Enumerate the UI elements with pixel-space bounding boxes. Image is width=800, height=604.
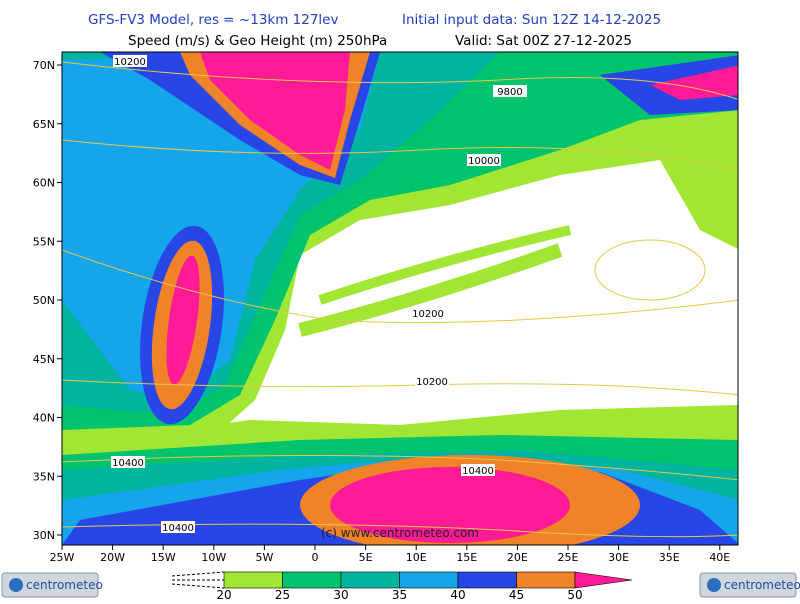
map-frame: [61, 51, 739, 546]
logo-text: centrometeo: [26, 578, 103, 592]
lat-label: 70N: [33, 59, 55, 72]
contour-label: 10200: [412, 309, 444, 320]
colorbar-label: 40: [450, 588, 465, 600]
colorbar-label: 35: [392, 588, 407, 600]
lat-label: 60N: [33, 177, 55, 190]
colorbar-segment: [399, 571, 459, 589]
lon-label: 20E: [507, 551, 528, 564]
lon-label: 10W: [201, 551, 226, 564]
colorbar-label: 30: [333, 588, 348, 600]
contour-label: 10200: [114, 57, 146, 68]
lon-label: 0: [312, 551, 319, 564]
lat-label: 40N: [33, 412, 55, 425]
contour-label-bg: [415, 375, 449, 387]
colorbar-label: 50: [567, 588, 582, 600]
lon-label: 25E: [558, 551, 579, 564]
wind-field: [62, 52, 738, 545]
colorbar-segment: [457, 571, 517, 589]
lat-label: 45N: [33, 353, 55, 366]
lon-label: 40E: [709, 551, 730, 564]
valid-info: Valid: Sat 00Z 27-12-2025: [455, 33, 632, 49]
contour-label-bg: [411, 307, 445, 319]
contour-label-bg: [493, 85, 527, 97]
contour-label-bg: [111, 456, 145, 468]
colorbar-segment: [340, 571, 400, 589]
contour-labels: 10200 9800 10000 10200 10200 10400 10400 10400: [111, 55, 527, 534]
axes: 25W 20W 15W 10W 5W 0 5E 10E 15E 20E 25E 30E 35E 40E 30…: [33, 59, 731, 564]
colorbar-segment: [516, 571, 576, 589]
lon-label: 10E: [406, 551, 427, 564]
contour-label: 10000: [468, 156, 500, 167]
lon-label: 30E: [608, 551, 629, 564]
contour-label: 10200: [416, 377, 448, 388]
colorbar-label: 25: [275, 588, 290, 600]
colorbar-segment: [282, 571, 342, 589]
lat-label: 65N: [33, 118, 55, 131]
contour-label: 10400: [462, 466, 494, 477]
contour-label: 10400: [162, 523, 194, 534]
lon-label: 15W: [151, 551, 176, 564]
lat-label: 50N: [33, 294, 55, 307]
lon-label: 25W: [50, 551, 75, 564]
field-info: Speed (m/s) & Geo Height (m) 250hPa: [128, 33, 387, 49]
lon-label: 20W: [100, 551, 125, 564]
contour-label: 10400: [112, 458, 144, 469]
colorbar: 20 25 30 35 40 45 50: [171, 571, 633, 602]
model-info: GFS-FV3 Model, res = ~13km 127lev: [88, 12, 338, 28]
colorbar-segment: [223, 571, 283, 589]
logo-text: centrometeo: [724, 578, 800, 592]
lon-label: 5W: [255, 551, 273, 564]
contour-label: 9800: [497, 87, 522, 98]
contour-label-bg: [161, 521, 195, 533]
contour-label-bg: [461, 464, 495, 476]
contour-label-bg: [113, 55, 147, 67]
lat-label: 30N: [33, 529, 55, 542]
lon-label: 15E: [456, 551, 477, 564]
lat-label: 55N: [33, 235, 55, 248]
logo-left: centrometeo: [1, 572, 103, 598]
colorbar-label: 45: [509, 588, 524, 600]
watermark: (c) www.centrometeo.com: [321, 526, 479, 540]
lon-label: 35E: [659, 551, 680, 564]
contour-label-bg: [467, 154, 501, 166]
init-info: Initial input data: Sun 12Z 14-12-2025: [402, 12, 661, 28]
logo-right: centrometeo: [699, 572, 800, 598]
colorbar-arrow: [574, 571, 633, 589]
lon-label: 5E: [359, 551, 373, 564]
colorbar-label: 20: [216, 588, 231, 600]
lat-label: 35N: [33, 470, 55, 483]
